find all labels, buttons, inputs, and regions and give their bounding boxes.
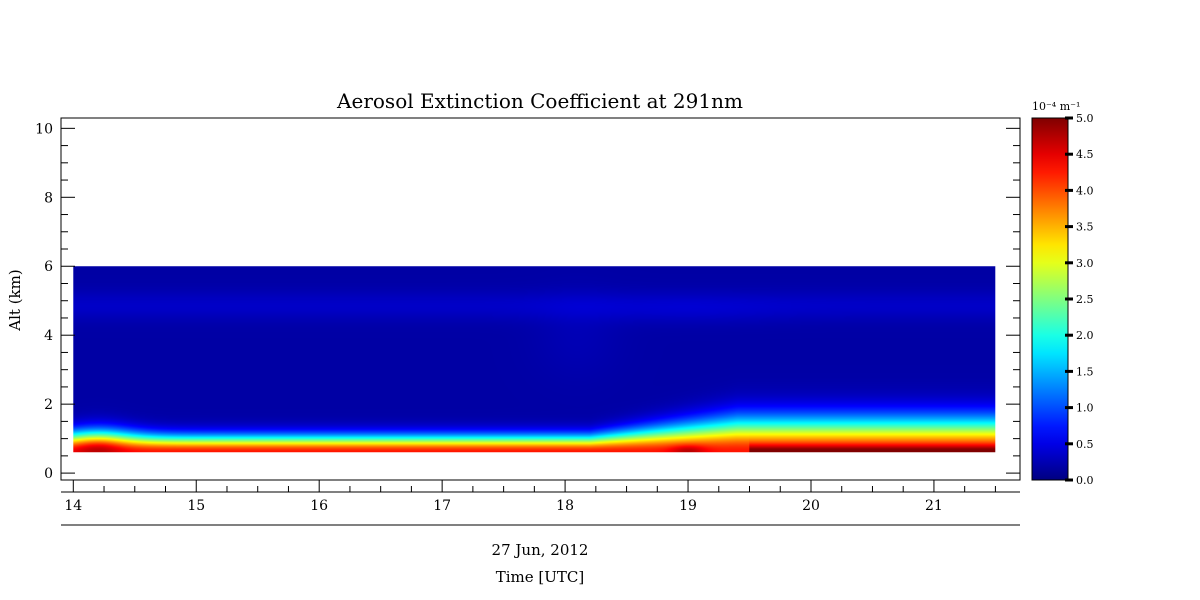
- y-tick-label: 4: [44, 328, 53, 344]
- y-tick-label: 6: [44, 259, 53, 275]
- y-axis: 0 2 4 6 8 10: [35, 121, 1020, 482]
- colorbar-tick-label: 2.5: [1076, 293, 1094, 306]
- y-tick-label: 2: [44, 397, 53, 413]
- colorbar-tick-label: 3.5: [1076, 221, 1094, 234]
- plot-border: [60, 117, 1021, 481]
- x-tick-label: 19: [679, 498, 697, 514]
- colorbar-fill: [1032, 118, 1068, 480]
- x-axis: 14 15 16 17 18 19 20 21: [61, 480, 1020, 526]
- date-label: 27 Jun, 2012: [492, 541, 589, 559]
- colorbar-tick-label: 2.0: [1076, 329, 1094, 342]
- colorbar-unit: 10⁻⁴ m⁻¹: [1032, 100, 1080, 113]
- colorbar-tick-label: 0.5: [1076, 438, 1094, 451]
- x-axis-label: Time [UTC]: [496, 568, 585, 586]
- colorbar-tick-label: 4.5: [1076, 148, 1094, 161]
- y-tick-label: 0: [44, 466, 53, 482]
- colorbar: 0.0 0.5 1.0 1.5 2.0 2.5 3.0 3.5 4.0 4.5 5.0: [1031, 112, 1094, 487]
- x-tick-label: 14: [64, 498, 82, 514]
- plot-frame: [60, 117, 1021, 481]
- colorbar-tick-label: 1.0: [1076, 402, 1094, 415]
- colorbar-tick-label: 3.0: [1076, 257, 1094, 270]
- x-tick-label: 18: [556, 498, 574, 514]
- x-tick-label: 15: [187, 498, 205, 514]
- colorbar-tick-label: 1.5: [1076, 365, 1094, 378]
- x-tick-label: 16: [310, 498, 328, 514]
- x-tick-label: 17: [433, 498, 451, 514]
- y-tick-label: 8: [44, 190, 53, 206]
- y-axis-label: Alt (km): [6, 269, 24, 331]
- x-tick-label: 20: [802, 498, 820, 514]
- heatmap: [73, 266, 996, 453]
- colorbar-tick-label: 5.0: [1076, 112, 1094, 125]
- colorbar-tick-label: 0.0: [1076, 474, 1094, 487]
- x-tick-label: 21: [925, 498, 943, 514]
- heatmap-image: [73, 266, 996, 453]
- chart-title: Aerosol Extinction Coefficient at 291nm: [336, 89, 743, 113]
- colorbar-tick-label: 4.0: [1076, 184, 1094, 197]
- y-tick-label: 10: [35, 121, 53, 137]
